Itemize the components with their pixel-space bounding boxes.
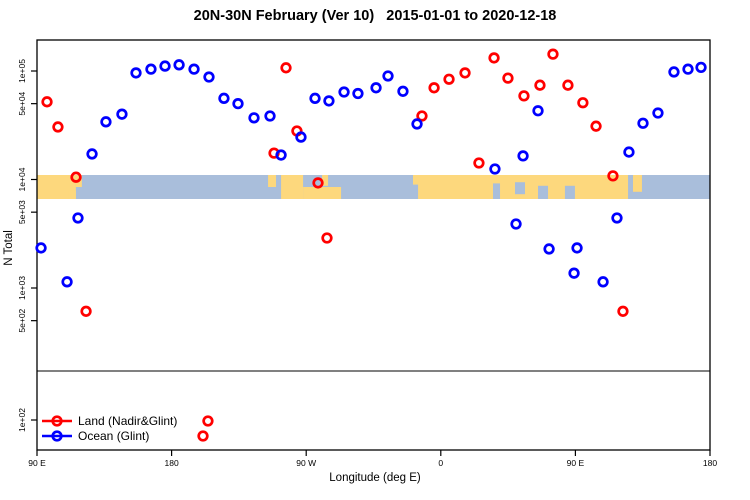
legend-label: Land (Nadir&Glint) xyxy=(78,414,177,428)
map-band-land-patch xyxy=(322,175,329,186)
y-tick-label: 1e+03 xyxy=(17,276,27,300)
ocean-data-point xyxy=(264,110,276,122)
ocean-data-point xyxy=(411,118,423,130)
x-tick-label: 90 E xyxy=(28,458,46,468)
ocean-data-point xyxy=(100,116,112,128)
ocean-data-point xyxy=(145,63,157,75)
land-data-point xyxy=(80,305,92,317)
land-data-point xyxy=(488,52,500,64)
y-tick-label: 5e+02 xyxy=(17,308,27,332)
land-data-point xyxy=(443,73,455,85)
land-data-point xyxy=(518,90,530,102)
x-axis-title: Longitude (deg E) xyxy=(329,472,421,484)
legend-marker xyxy=(51,415,63,427)
land-data-point xyxy=(280,62,292,74)
ocean-data-point xyxy=(295,131,307,143)
ocean-data-point xyxy=(323,95,335,107)
ocean-data-point xyxy=(532,105,544,117)
map-band-land-patch xyxy=(268,175,276,187)
ocean-data-point xyxy=(571,242,583,254)
plot-title: 20N-30N February (Ver 10) 2015-01-01 to … xyxy=(193,8,557,24)
ocean-data-point xyxy=(382,70,394,82)
ocean-data-point xyxy=(232,98,244,110)
map-band-ocean-notch xyxy=(514,182,525,195)
map-band-land-patch xyxy=(632,175,642,192)
ocean-data-point xyxy=(623,146,635,158)
land-data-point xyxy=(312,177,324,189)
x-tick-label: 180 xyxy=(703,458,717,468)
land-data-point xyxy=(70,171,82,183)
y-tick-label: 5e+03 xyxy=(17,200,27,224)
ocean-data-point xyxy=(309,92,321,104)
ocean-data-point xyxy=(338,86,350,98)
land-below-break-point xyxy=(202,415,214,427)
ocean-data-point xyxy=(517,150,529,162)
land-data-point xyxy=(428,82,440,94)
land-below-break-point xyxy=(197,430,209,442)
ocean-data-point xyxy=(668,66,680,78)
x-tick-label: 90 W xyxy=(296,458,316,468)
map-band-land-patch xyxy=(281,175,304,199)
ocean-data-point xyxy=(611,212,623,224)
legend-label: Ocean (Glint) xyxy=(78,429,149,443)
map-band-land-patch xyxy=(412,175,424,185)
ocean-data-point xyxy=(568,267,580,279)
x-tick-label: 180 xyxy=(165,458,179,468)
map-band-ocean-notch xyxy=(538,185,549,199)
x-tick-label: 0 xyxy=(438,458,443,468)
ocean-data-point xyxy=(86,148,98,160)
ocean-data-point xyxy=(173,59,185,71)
ocean-data-point xyxy=(695,61,707,74)
ocean-data-point xyxy=(275,149,287,161)
land-data-point xyxy=(321,232,333,244)
ocean-data-point xyxy=(159,60,171,72)
ocean-data-point xyxy=(510,218,522,230)
y-tick-label: 1e+05 xyxy=(17,59,27,83)
ocean-data-point xyxy=(397,85,409,97)
map-band-ocean-notch xyxy=(492,183,501,199)
ocean-data-point xyxy=(130,67,142,79)
land-data-point xyxy=(502,72,514,84)
y-tick-label: 1e+04 xyxy=(17,167,27,191)
land-data-point xyxy=(52,121,64,133)
ocean-data-point xyxy=(652,107,664,119)
ocean-data-point xyxy=(543,243,555,255)
ocean-data-point xyxy=(489,163,501,175)
land-data-point xyxy=(459,67,471,79)
ocean-data-point xyxy=(35,242,47,254)
land-data-point xyxy=(607,170,619,182)
y-axis-title: N Total xyxy=(3,230,15,266)
map-band-land-patch xyxy=(68,190,76,199)
land-data-point xyxy=(41,96,53,108)
land-data-point xyxy=(590,120,602,132)
legend-marker xyxy=(51,430,63,442)
ocean-data-point xyxy=(188,63,200,75)
ocean-data-point xyxy=(248,112,260,124)
land-data-point xyxy=(577,97,589,109)
land-data-point xyxy=(617,305,629,317)
ocean-data-point xyxy=(352,87,364,100)
ocean-data-point xyxy=(203,71,215,83)
ocean-data-point xyxy=(597,276,609,288)
ocean-data-point xyxy=(61,276,73,288)
ocean-data-point xyxy=(116,108,128,120)
map-band-ocean-notch xyxy=(564,185,575,199)
map-band-land-patch xyxy=(303,187,342,199)
ocean-data-point xyxy=(637,117,649,129)
land-data-point xyxy=(562,79,574,91)
land-data-point xyxy=(547,48,559,60)
x-tick-label: 90 E xyxy=(567,458,585,468)
y-tick-label: 1e+02 xyxy=(17,408,27,432)
land-data-point xyxy=(473,157,485,169)
ocean-data-point xyxy=(370,82,382,94)
land-data-point xyxy=(416,110,428,122)
ocean-data-point xyxy=(682,63,694,75)
plot-border xyxy=(36,39,711,451)
y-tick-label: 5e+04 xyxy=(17,91,27,115)
ocean-data-point xyxy=(218,92,230,104)
land-data-point xyxy=(534,79,546,91)
ocean-data-point xyxy=(72,212,84,224)
